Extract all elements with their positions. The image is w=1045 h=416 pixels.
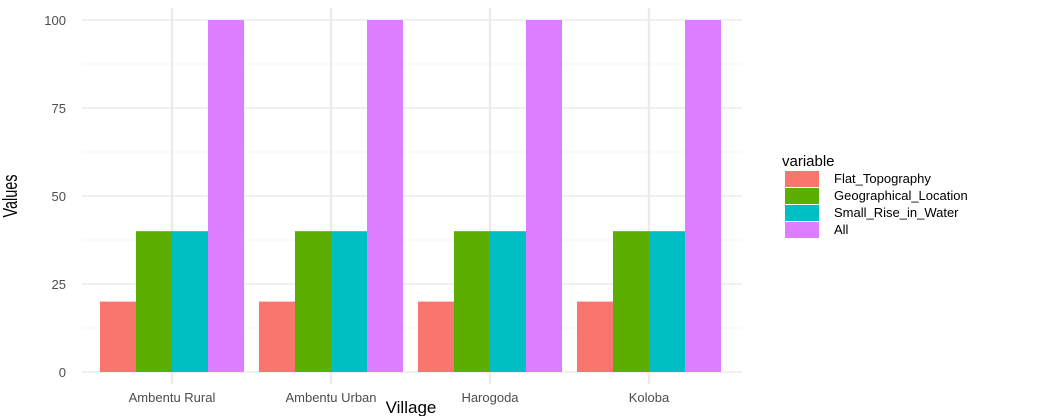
x-tick-label: Koloba [629, 390, 670, 405]
bar-flat-topography-0 [100, 301, 136, 372]
legend-label: All [834, 222, 849, 237]
x-axis-title: Village [386, 398, 437, 416]
bar-geographical-location-0 [136, 231, 172, 372]
bar-geographical-location-3 [613, 231, 649, 372]
bar-flat-topography-1 [259, 301, 295, 372]
bar-all-0 [208, 20, 244, 372]
bar-all-3 [685, 20, 721, 372]
bar-geographical-location-1 [295, 231, 331, 372]
bars [100, 20, 721, 372]
x-tick-label: Ambentu Rural [129, 390, 216, 405]
legend-swatch [785, 188, 819, 204]
legend: variable Flat_Topography Geographical_Loc… [782, 153, 968, 238]
legend-swatch [785, 205, 819, 221]
y-tick-label: 0 [59, 365, 66, 380]
legend-label: Geographical_Location [834, 188, 968, 203]
y-tick-label: 25 [52, 277, 66, 292]
bar-flat-topography-2 [418, 301, 454, 372]
x-tick-label: Harogoda [461, 390, 519, 405]
y-tick-label: 75 [52, 101, 66, 116]
bar-small-rise-in-water-3 [649, 231, 685, 372]
y-tick-label: 100 [44, 13, 66, 28]
bar-small-rise-in-water-2 [490, 231, 526, 372]
legend-swatch [785, 171, 819, 187]
bar-small-rise-in-water-0 [172, 231, 208, 372]
y-axis-ticks: 0 25 50 75 100 [44, 13, 66, 380]
bar-small-rise-in-water-1 [331, 231, 367, 372]
legend-swatch [785, 222, 819, 238]
legend-items: Flat_Topography Geographical_Location Smal… [785, 171, 968, 238]
bar-all-1 [367, 20, 403, 372]
bar-geographical-location-2 [454, 231, 490, 372]
legend-label: Small_Rise_in_Water [834, 205, 959, 220]
legend-label: Flat_Topography [834, 171, 931, 186]
x-axis-ticks: Ambentu Rural Ambentu Urban Harogoda Koloba [129, 390, 670, 405]
y-axis-title: Values [0, 174, 22, 217]
legend-title: variable [782, 153, 835, 170]
bar-flat-topography-3 [577, 301, 613, 372]
bar-all-2 [526, 20, 562, 372]
y-tick-label: 50 [52, 189, 66, 204]
x-tick-label: Ambentu Urban [285, 390, 376, 405]
